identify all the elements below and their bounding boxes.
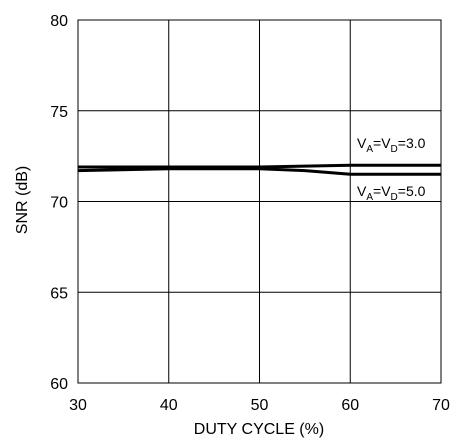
x-tick-label-40: 40 <box>160 397 178 414</box>
series-line-0 <box>78 163 441 169</box>
y-tick-label-80: 80 <box>50 13 68 30</box>
series-lines <box>77 163 441 176</box>
x-tick-label-70: 70 <box>432 397 450 414</box>
series-label-5v-eq: =V <box>373 183 391 199</box>
series-label-3v-s2: D <box>391 144 398 155</box>
grid <box>78 20 441 383</box>
y-tick-label-60: 60 <box>50 376 68 393</box>
series-label-5v: VA=VD=5.0 <box>357 183 426 203</box>
x-tick-label-50: 50 <box>251 397 269 414</box>
x-tick-label-30: 30 <box>69 397 87 414</box>
y-tick-label-70: 70 <box>50 195 68 212</box>
y-axis-title: SNR (dB) <box>14 166 31 234</box>
series-label-3v-s1: A <box>366 144 373 155</box>
y-tick-label-75: 75 <box>50 104 68 121</box>
x-axis-title: DUTY CYCLE (%) <box>194 421 324 438</box>
x-tick-label-60: 60 <box>341 397 359 414</box>
series-label-5v-val: =5.0 <box>398 183 426 199</box>
series-label-3v: VA=VD=3.0 <box>357 135 426 155</box>
series-label-5v-v1: V <box>357 183 367 199</box>
series-label-5v-s1: A <box>366 192 373 203</box>
series-label-3v-val: =3.0 <box>398 135 426 151</box>
series-label-3v-eq: =V <box>373 135 391 151</box>
series-label-5v-s2: D <box>391 192 398 203</box>
series-label-3v-v1: V <box>357 135 367 151</box>
tick-labels: 30 40 50 60 70 60 65 70 75 80 <box>50 13 450 414</box>
series-line-1 <box>77 167 441 176</box>
y-tick-label-65: 65 <box>50 285 68 302</box>
